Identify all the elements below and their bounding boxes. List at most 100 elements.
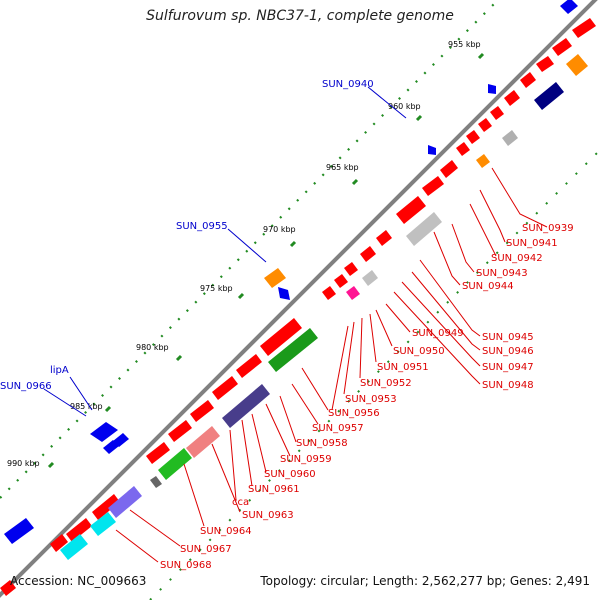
navy-feature[interactable] <box>534 82 564 110</box>
reverse-genes[interactable] <box>0 18 596 596</box>
gene-label[interactable]: SUN_0941 <box>506 238 558 249</box>
gene-arrow[interactable] <box>334 274 348 288</box>
gene-arrow[interactable] <box>536 56 554 72</box>
gene-arrow[interactable] <box>190 400 214 422</box>
gene-label[interactable]: cca <box>232 497 249 508</box>
gene-arrow[interactable] <box>212 376 238 400</box>
gene-label[interactable]: SUN_0963 <box>242 510 294 521</box>
gene-label[interactable]: SUN_0964 <box>200 526 252 537</box>
gene-arrow[interactable] <box>376 230 392 246</box>
gene-arrow[interactable] <box>146 442 170 464</box>
tick-label: 960 kbp <box>388 102 421 111</box>
gene-label[interactable]: SUN_0952 <box>360 378 412 389</box>
tick-label: 990 kbp <box>7 459 40 468</box>
gene-label[interactable]: SUN_0947 <box>482 362 534 373</box>
feature-boxes[interactable] <box>60 54 588 560</box>
genome-summary: Topology: circular; Length: 2,562,277 bp… <box>260 574 590 588</box>
gene-label[interactable]: SUN_0961 <box>248 484 300 495</box>
gene-arrow[interactable] <box>260 318 302 356</box>
gene-label[interactable]: SUN_0951 <box>377 362 429 373</box>
red-leader-lines <box>115 167 548 563</box>
purple-feature[interactable] <box>222 384 270 428</box>
purple-feature[interactable] <box>108 486 142 518</box>
gene-label[interactable]: SUN_0958 <box>296 438 348 449</box>
gene-label[interactable]: SUN_0967 <box>180 544 232 555</box>
magenta-feature[interactable] <box>346 286 360 300</box>
gene-arrow[interactable] <box>92 494 120 520</box>
gene-arrow[interactable] <box>552 38 572 56</box>
gene-arrow[interactable] <box>456 142 470 156</box>
gene-arrow[interactable] <box>396 196 426 224</box>
accession-label: Accession: NC_009663 <box>10 574 147 588</box>
gene-arrow-sun0940[interactable] <box>488 84 496 94</box>
gene-label[interactable]: SUN_0939 <box>522 223 574 234</box>
gene-label[interactable]: lipA <box>50 365 69 376</box>
gene-label[interactable]: SUN_0949 <box>412 328 464 339</box>
gene-arrow[interactable] <box>0 580 16 596</box>
gene-arrow-lipa[interactable] <box>90 422 118 442</box>
grey-feature[interactable] <box>362 270 378 286</box>
gene-arrow[interactable] <box>572 18 596 38</box>
gene-arrow[interactable] <box>66 518 92 542</box>
gene-arrow[interactable] <box>520 72 536 88</box>
cyan-feature[interactable] <box>60 534 88 560</box>
green-feature[interactable] <box>268 328 318 372</box>
grey-feature[interactable] <box>406 212 442 246</box>
gene-label[interactable]: SUN_0960 <box>264 469 316 480</box>
orange-feature[interactable] <box>566 54 588 76</box>
gene-label[interactable]: SUN_0946 <box>482 346 534 357</box>
gene-label[interactable]: SUN_0944 <box>462 281 514 292</box>
major-ticks <box>47 52 485 469</box>
gene-arrow[interactable] <box>236 354 262 378</box>
gene-arrow[interactable] <box>360 246 376 262</box>
tick-label: 965 kbp <box>326 163 359 172</box>
gene-arrow[interactable] <box>322 286 336 300</box>
gene-label[interactable]: SUN_0959 <box>280 454 332 465</box>
gene-arrow[interactable] <box>113 433 129 447</box>
forward-genes[interactable] <box>4 0 578 544</box>
gene-arrow[interactable] <box>478 118 492 132</box>
gene-arrow[interactable] <box>168 420 192 442</box>
blue-leader-lines <box>43 86 407 417</box>
gene-label[interactable]: SUN_0953 <box>345 394 397 405</box>
tick-label: 980 kbp <box>136 343 169 352</box>
gene-arrow[interactable] <box>466 130 480 144</box>
gene-arrow[interactable] <box>560 0 578 14</box>
gene-label[interactable]: SUN_0943 <box>476 268 528 279</box>
map-title: Sulfurovum sp. NBC37-1, complete genome <box>146 8 454 24</box>
gene-label[interactable]: SUN_0945 <box>482 332 534 343</box>
tick-track <box>0 0 500 499</box>
gene-arrow[interactable] <box>428 145 436 155</box>
orange-feature[interactable] <box>476 154 490 168</box>
gene-arrow[interactable] <box>344 262 358 276</box>
gene-label[interactable]: SUN_0942 <box>491 253 543 264</box>
gene-label[interactable]: SUN_0950 <box>393 346 445 357</box>
gene-label[interactable]: SUN_0940 <box>322 79 374 90</box>
gene-arrow[interactable] <box>504 90 520 106</box>
gene-arrow[interactable] <box>490 106 504 120</box>
gene-arrow[interactable] <box>103 440 119 454</box>
cyan-feature[interactable] <box>90 512 116 536</box>
gene-label[interactable]: SUN_0956 <box>328 408 380 419</box>
gene-arrow[interactable] <box>440 160 458 178</box>
gene-label[interactable]: SUN_0966 <box>0 381 52 392</box>
tick-label: 975 kbp <box>200 284 233 293</box>
orange-feature[interactable] <box>264 268 286 288</box>
pink-feature[interactable] <box>186 426 220 458</box>
gene-label[interactable]: SUN_0968 <box>160 560 212 571</box>
gene-arrow-sun0955[interactable] <box>278 287 290 300</box>
gene-arrow-sun0966[interactable] <box>4 518 34 544</box>
gene-label[interactable]: SUN_0957 <box>312 423 364 434</box>
tick-label: 955 kbp <box>448 40 481 49</box>
gene-label[interactable]: SUN_0955 <box>176 221 228 232</box>
tick-label: 970 kbp <box>263 225 296 234</box>
grey-feature[interactable] <box>150 476 162 488</box>
gene-label[interactable]: SUN_0948 <box>482 380 534 391</box>
gene-arrow[interactable] <box>50 534 68 552</box>
green-feature[interactable] <box>158 448 192 480</box>
tick-label: 985 kbp <box>70 402 103 411</box>
gene-arrow[interactable] <box>422 176 444 196</box>
grey-feature[interactable] <box>502 130 518 146</box>
